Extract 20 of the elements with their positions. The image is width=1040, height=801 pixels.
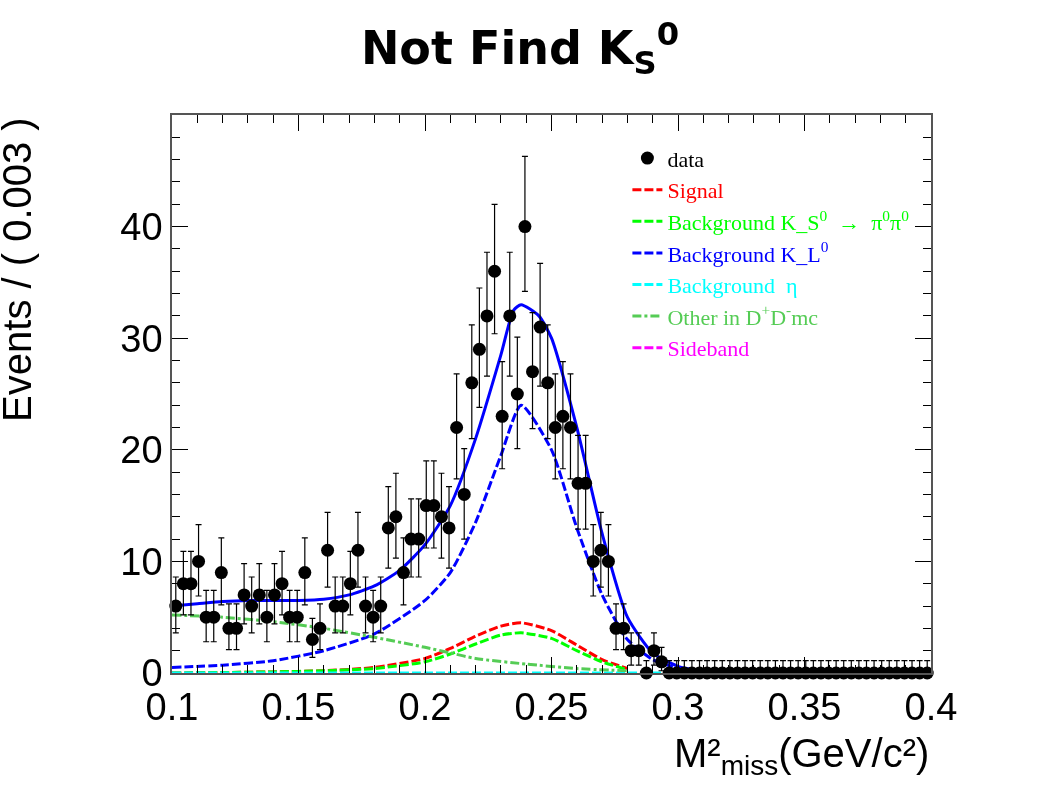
- legend-label: Sideband: [667, 336, 750, 362]
- legend-label: Background η: [667, 273, 798, 299]
- x-tick-label: 0.15: [261, 686, 336, 729]
- legend-label: Signal: [667, 178, 724, 204]
- y-axis-title: Events / ( 0.003 ): [0, 117, 39, 422]
- x-tick-label: 0.25: [514, 686, 589, 729]
- legend-label: Other in D$^{+}$D$^{-}$mc: [667, 301, 819, 330]
- legend-label: data: [667, 146, 705, 172]
- y-tick-label: 40: [120, 205, 163, 248]
- x-tick-label: 0.4: [904, 686, 958, 729]
- x-tick-label: 0.3: [651, 686, 705, 729]
- x-tick-label: 0.35: [767, 686, 842, 729]
- y-tick-label: 20: [120, 429, 163, 472]
- x-tick-label: 0.2: [398, 686, 452, 729]
- y-tick-label: 10: [120, 540, 163, 583]
- x-axis-title: M²$_{miss}$(GeV/c²): [674, 731, 930, 782]
- legend-label: Background K_L$^{0}$: [667, 238, 829, 267]
- x-tick-label: 0.1: [145, 686, 199, 729]
- y-tick-label: 30: [120, 317, 163, 360]
- legend-label: Background K_S$^{0}$ → π$^{0}$π$^{0}$: [667, 206, 910, 235]
